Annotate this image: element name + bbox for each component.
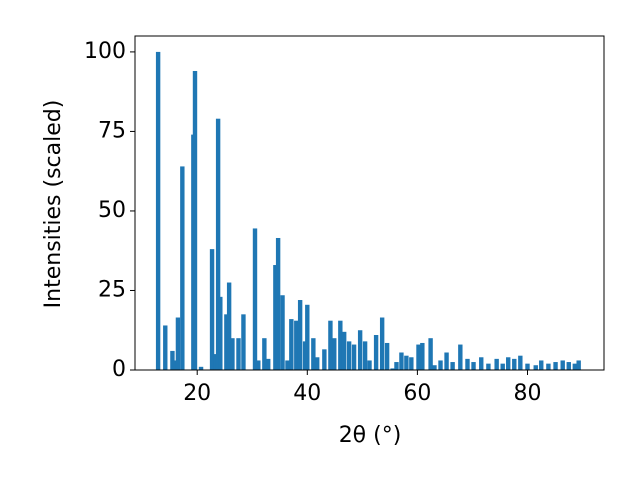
bar bbox=[450, 362, 455, 370]
bar bbox=[341, 331, 347, 370]
bar bbox=[379, 317, 385, 370]
bar bbox=[346, 341, 352, 370]
bar bbox=[338, 320, 343, 370]
bar bbox=[479, 357, 484, 370]
bar bbox=[373, 335, 379, 370]
bar bbox=[357, 330, 363, 370]
bar bbox=[322, 349, 327, 370]
bar bbox=[192, 70, 198, 370]
y-tick-label: 100 bbox=[84, 39, 126, 64]
bar bbox=[416, 344, 421, 370]
x-tick-label: 80 bbox=[513, 381, 541, 406]
y-tick-label: 75 bbox=[98, 118, 126, 143]
bar bbox=[533, 365, 538, 370]
y-tick-label: 0 bbox=[112, 357, 126, 382]
bar bbox=[394, 362, 399, 370]
bar bbox=[236, 338, 241, 370]
bar bbox=[213, 354, 218, 370]
bar bbox=[285, 360, 290, 370]
bar bbox=[241, 314, 246, 370]
bar bbox=[553, 362, 558, 370]
bar bbox=[576, 360, 581, 370]
bar bbox=[438, 360, 443, 370]
bar bbox=[311, 338, 316, 370]
bar bbox=[209, 249, 215, 370]
bar bbox=[566, 362, 571, 370]
bar bbox=[256, 360, 261, 370]
bar bbox=[315, 357, 320, 370]
bar bbox=[224, 314, 229, 370]
bar bbox=[275, 237, 281, 370]
bar bbox=[539, 360, 544, 370]
bar bbox=[180, 166, 185, 370]
bar bbox=[297, 300, 303, 370]
bar bbox=[175, 317, 181, 370]
bar bbox=[351, 344, 357, 370]
bar bbox=[546, 363, 551, 370]
bar bbox=[486, 363, 491, 370]
bar bbox=[367, 360, 372, 370]
bar bbox=[289, 319, 294, 370]
bar bbox=[266, 358, 271, 370]
bar bbox=[218, 296, 223, 370]
bar bbox=[404, 355, 409, 370]
bar bbox=[305, 304, 310, 370]
bar bbox=[399, 352, 404, 370]
bar bbox=[332, 338, 337, 370]
bar bbox=[155, 51, 161, 371]
bar bbox=[328, 320, 333, 370]
y-axis-label: Intensities (scaled) bbox=[41, 100, 66, 309]
bar bbox=[525, 363, 530, 370]
bar bbox=[390, 368, 395, 370]
bar bbox=[362, 341, 368, 370]
bar bbox=[518, 355, 523, 370]
x-tick-label: 40 bbox=[293, 381, 321, 406]
bar bbox=[428, 338, 433, 370]
bar bbox=[444, 352, 449, 370]
bar bbox=[572, 363, 578, 370]
bar bbox=[506, 357, 511, 370]
bar bbox=[500, 363, 505, 370]
x-tick-label: 60 bbox=[403, 381, 431, 406]
bar bbox=[170, 350, 175, 370]
bar bbox=[273, 265, 278, 370]
bar bbox=[471, 362, 476, 370]
bar bbox=[262, 338, 267, 370]
bar bbox=[172, 360, 177, 370]
bar bbox=[198, 366, 204, 370]
bar bbox=[432, 365, 437, 370]
bar bbox=[560, 360, 565, 370]
bar bbox=[252, 228, 258, 370]
bar bbox=[409, 357, 414, 370]
bar bbox=[494, 358, 499, 370]
bar bbox=[512, 358, 517, 370]
bar bbox=[420, 342, 425, 370]
bar bbox=[215, 118, 221, 370]
bar bbox=[465, 358, 470, 370]
bar bbox=[458, 344, 463, 370]
bar bbox=[230, 338, 235, 370]
bar bbox=[294, 320, 299, 370]
y-tick-label: 50 bbox=[98, 198, 126, 223]
bar bbox=[280, 295, 285, 370]
bar bbox=[163, 325, 168, 370]
x-axis-label: 2θ (°) bbox=[339, 423, 402, 448]
bar bbox=[384, 342, 390, 370]
plot-frame bbox=[134, 35, 605, 371]
x-tick-label: 20 bbox=[183, 381, 211, 406]
y-tick-label: 25 bbox=[98, 277, 126, 302]
bar bbox=[302, 341, 308, 370]
bar bbox=[226, 282, 232, 370]
